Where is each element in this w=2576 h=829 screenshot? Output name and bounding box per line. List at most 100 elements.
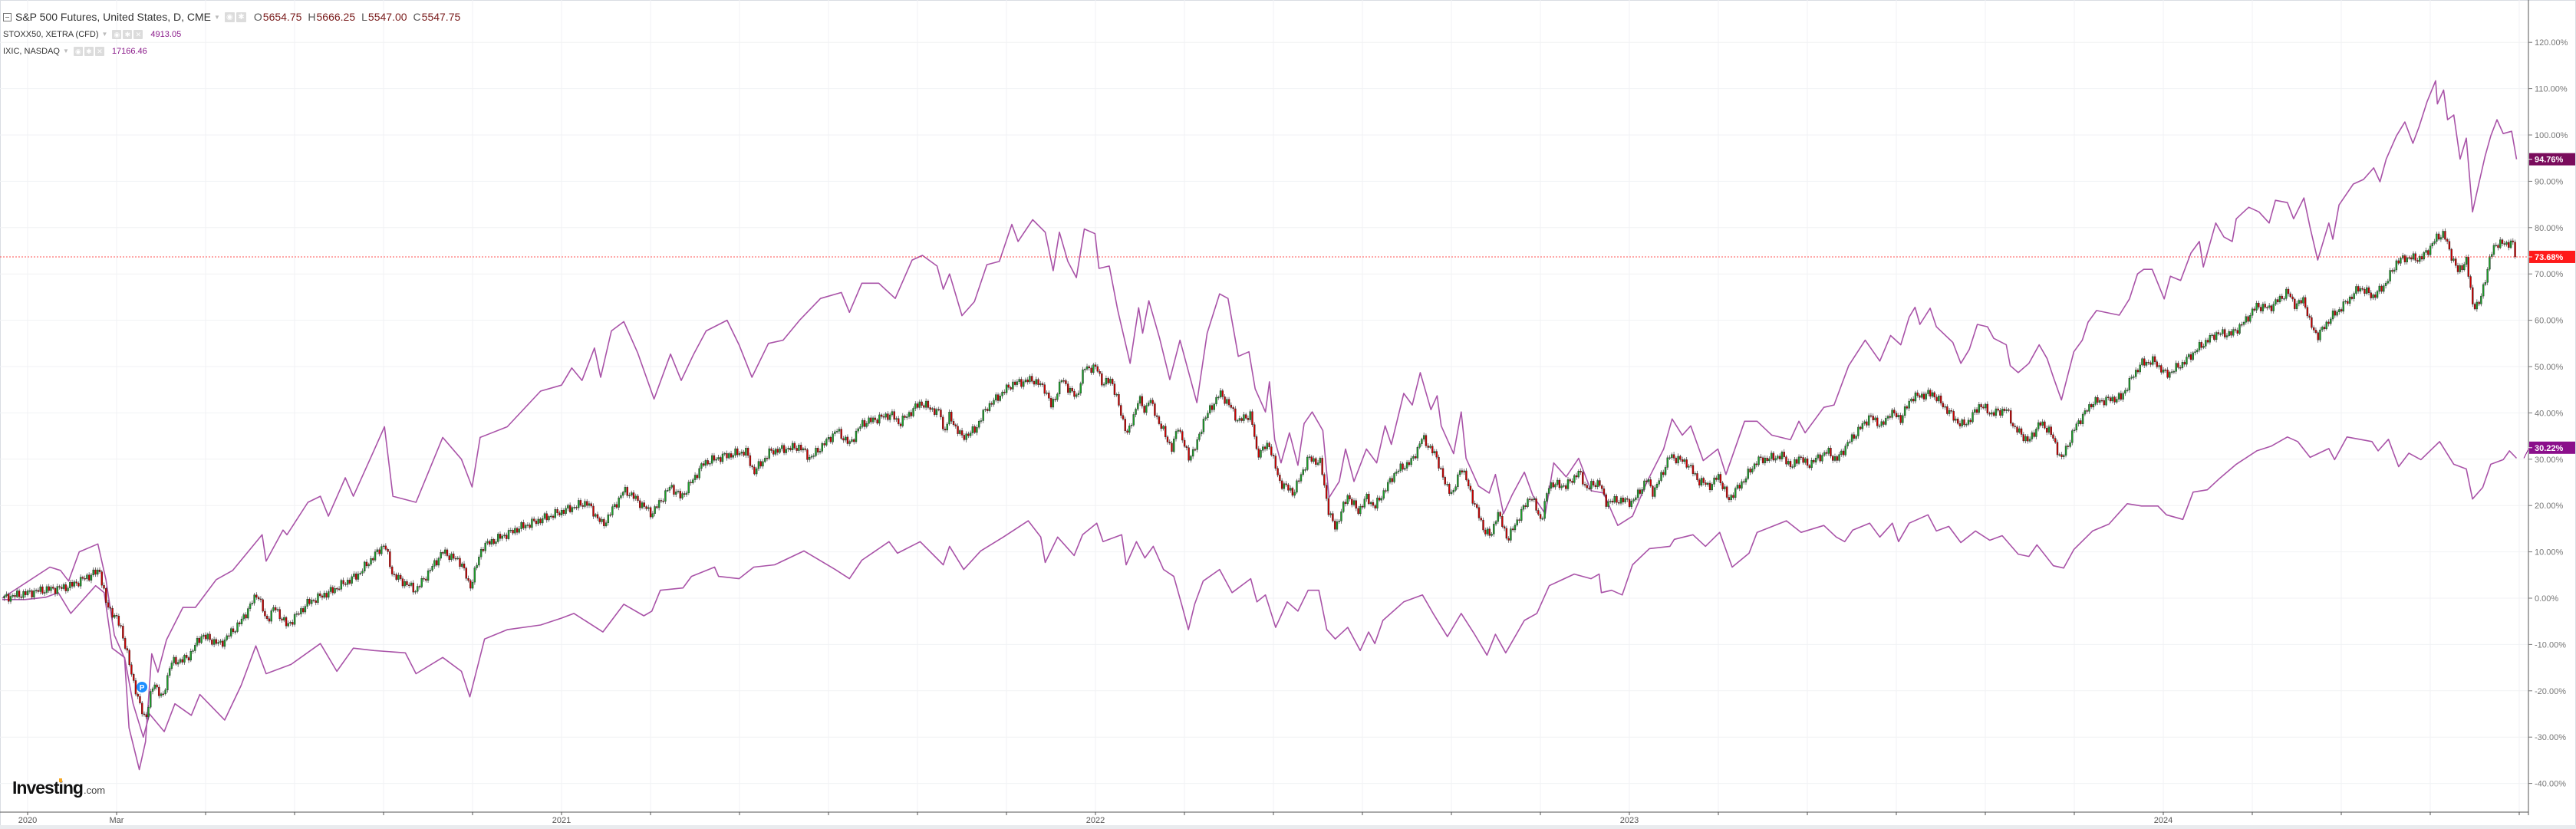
candle: [2232, 327, 2235, 338]
candle: [1885, 415, 1887, 426]
chevron-down-icon[interactable]: ▼: [213, 13, 220, 21]
candle: [2044, 419, 2046, 430]
candle: [211, 638, 213, 646]
y-tick-label: 60.00%: [2535, 317, 2564, 326]
candle: [924, 398, 927, 410]
candle: [2304, 294, 2307, 310]
close-icon[interactable]: ✕: [133, 29, 143, 39]
candle: [173, 654, 175, 666]
event-marker[interactable]: [137, 681, 148, 692]
candle: [1946, 404, 1948, 416]
candle: [270, 608, 272, 624]
candle: [1677, 453, 1679, 466]
candle: [1465, 468, 1468, 482]
candle: [77, 581, 80, 588]
investing-logo[interactable]: Investing .com: [12, 778, 105, 798]
candle: [556, 507, 558, 516]
ixic-value: 17166.46: [111, 46, 147, 56]
ixic-name[interactable]: IXIC, NASDAQ: [3, 46, 60, 56]
candle: [668, 485, 671, 493]
candle: [1730, 493, 1732, 502]
candle: [1770, 450, 1773, 462]
candle: [1380, 495, 1383, 503]
eye-icon[interactable]: ◉: [224, 12, 235, 22]
close-icon[interactable]: ✕: [94, 46, 104, 56]
candle: [1138, 394, 1141, 406]
candle: [292, 619, 294, 627]
candle: [1268, 441, 1270, 450]
candle: [1541, 516, 1544, 521]
candle: [984, 406, 987, 413]
candle: [720, 456, 722, 465]
candle: [139, 693, 141, 705]
candle: [1491, 531, 1493, 538]
candle: [1668, 455, 1671, 460]
candle: [2469, 275, 2472, 290]
candle: [2486, 267, 2489, 285]
eye-icon[interactable]: ◉: [73, 46, 83, 56]
candle: [71, 579, 74, 589]
candle: [603, 517, 605, 529]
gear-icon[interactable]: ✱: [123, 29, 133, 39]
candle: [524, 523, 527, 531]
candle: [2383, 283, 2385, 294]
candle: [1988, 411, 1991, 417]
candle: [272, 604, 275, 613]
chevron-down-icon[interactable]: ▼: [62, 48, 69, 54]
gear-icon[interactable]: ✱: [236, 12, 246, 22]
candle: [328, 589, 330, 600]
candle: [122, 623, 124, 641]
chevron-down-icon[interactable]: ▼: [101, 31, 108, 38]
candle: [857, 426, 859, 434]
annotation[interactable]: P: [137, 681, 148, 692]
candle: [1995, 406, 1998, 419]
candle: [2357, 284, 2360, 294]
candle: [1933, 390, 1935, 400]
candle: [151, 686, 154, 695]
price-axis[interactable]: 120.00% 110.00% 100.00% 90.00% 80.00% 70.00% 6…: [2528, 0, 2568, 815]
eye-icon[interactable]: ◉: [112, 29, 122, 39]
candle: [1088, 364, 1090, 371]
candle: [433, 558, 436, 569]
candle: [990, 401, 993, 407]
candle: [2350, 294, 2354, 301]
candle: [1395, 469, 1398, 476]
candle: [2192, 351, 2194, 361]
candle: [779, 446, 781, 455]
candle: [2314, 327, 2317, 334]
candle: [851, 436, 853, 443]
candle: [357, 571, 360, 583]
gear-icon[interactable]: ✱: [84, 46, 94, 56]
candle: [2088, 401, 2090, 414]
candle: [2334, 308, 2336, 318]
main-series-name[interactable]: S&P 500 Futures, United States, D, CME: [15, 11, 211, 23]
candle: [401, 576, 404, 589]
candle: [921, 399, 923, 409]
candle: [2456, 262, 2459, 275]
candle: [1422, 433, 1425, 442]
candle: [1956, 416, 1959, 426]
candle: [2499, 237, 2502, 249]
candle: [276, 607, 279, 612]
candle: [1556, 477, 1559, 487]
candle: [1363, 496, 1366, 510]
candle: [257, 595, 260, 601]
candle: [1688, 463, 1690, 470]
candle: [397, 572, 400, 583]
stoxx50-name[interactable]: STOXX50, XETRA (CFD): [3, 29, 99, 39]
candle: [1719, 472, 1722, 486]
candle: [2060, 452, 2063, 459]
candle: [2285, 287, 2288, 301]
collapse-legend-icon[interactable]: [3, 12, 12, 21]
candle: [2495, 242, 2497, 248]
candle: [2134, 367, 2137, 380]
candle: [128, 648, 130, 667]
candle: [1020, 377, 1023, 389]
candle: [48, 584, 50, 594]
candle: [562, 508, 565, 516]
candle: [1961, 418, 1963, 429]
candle: [484, 541, 486, 554]
time-axis[interactable]: 2020 Mar 2021 2022 2023 2024: [0, 811, 2528, 825]
candle: [1385, 488, 1387, 494]
